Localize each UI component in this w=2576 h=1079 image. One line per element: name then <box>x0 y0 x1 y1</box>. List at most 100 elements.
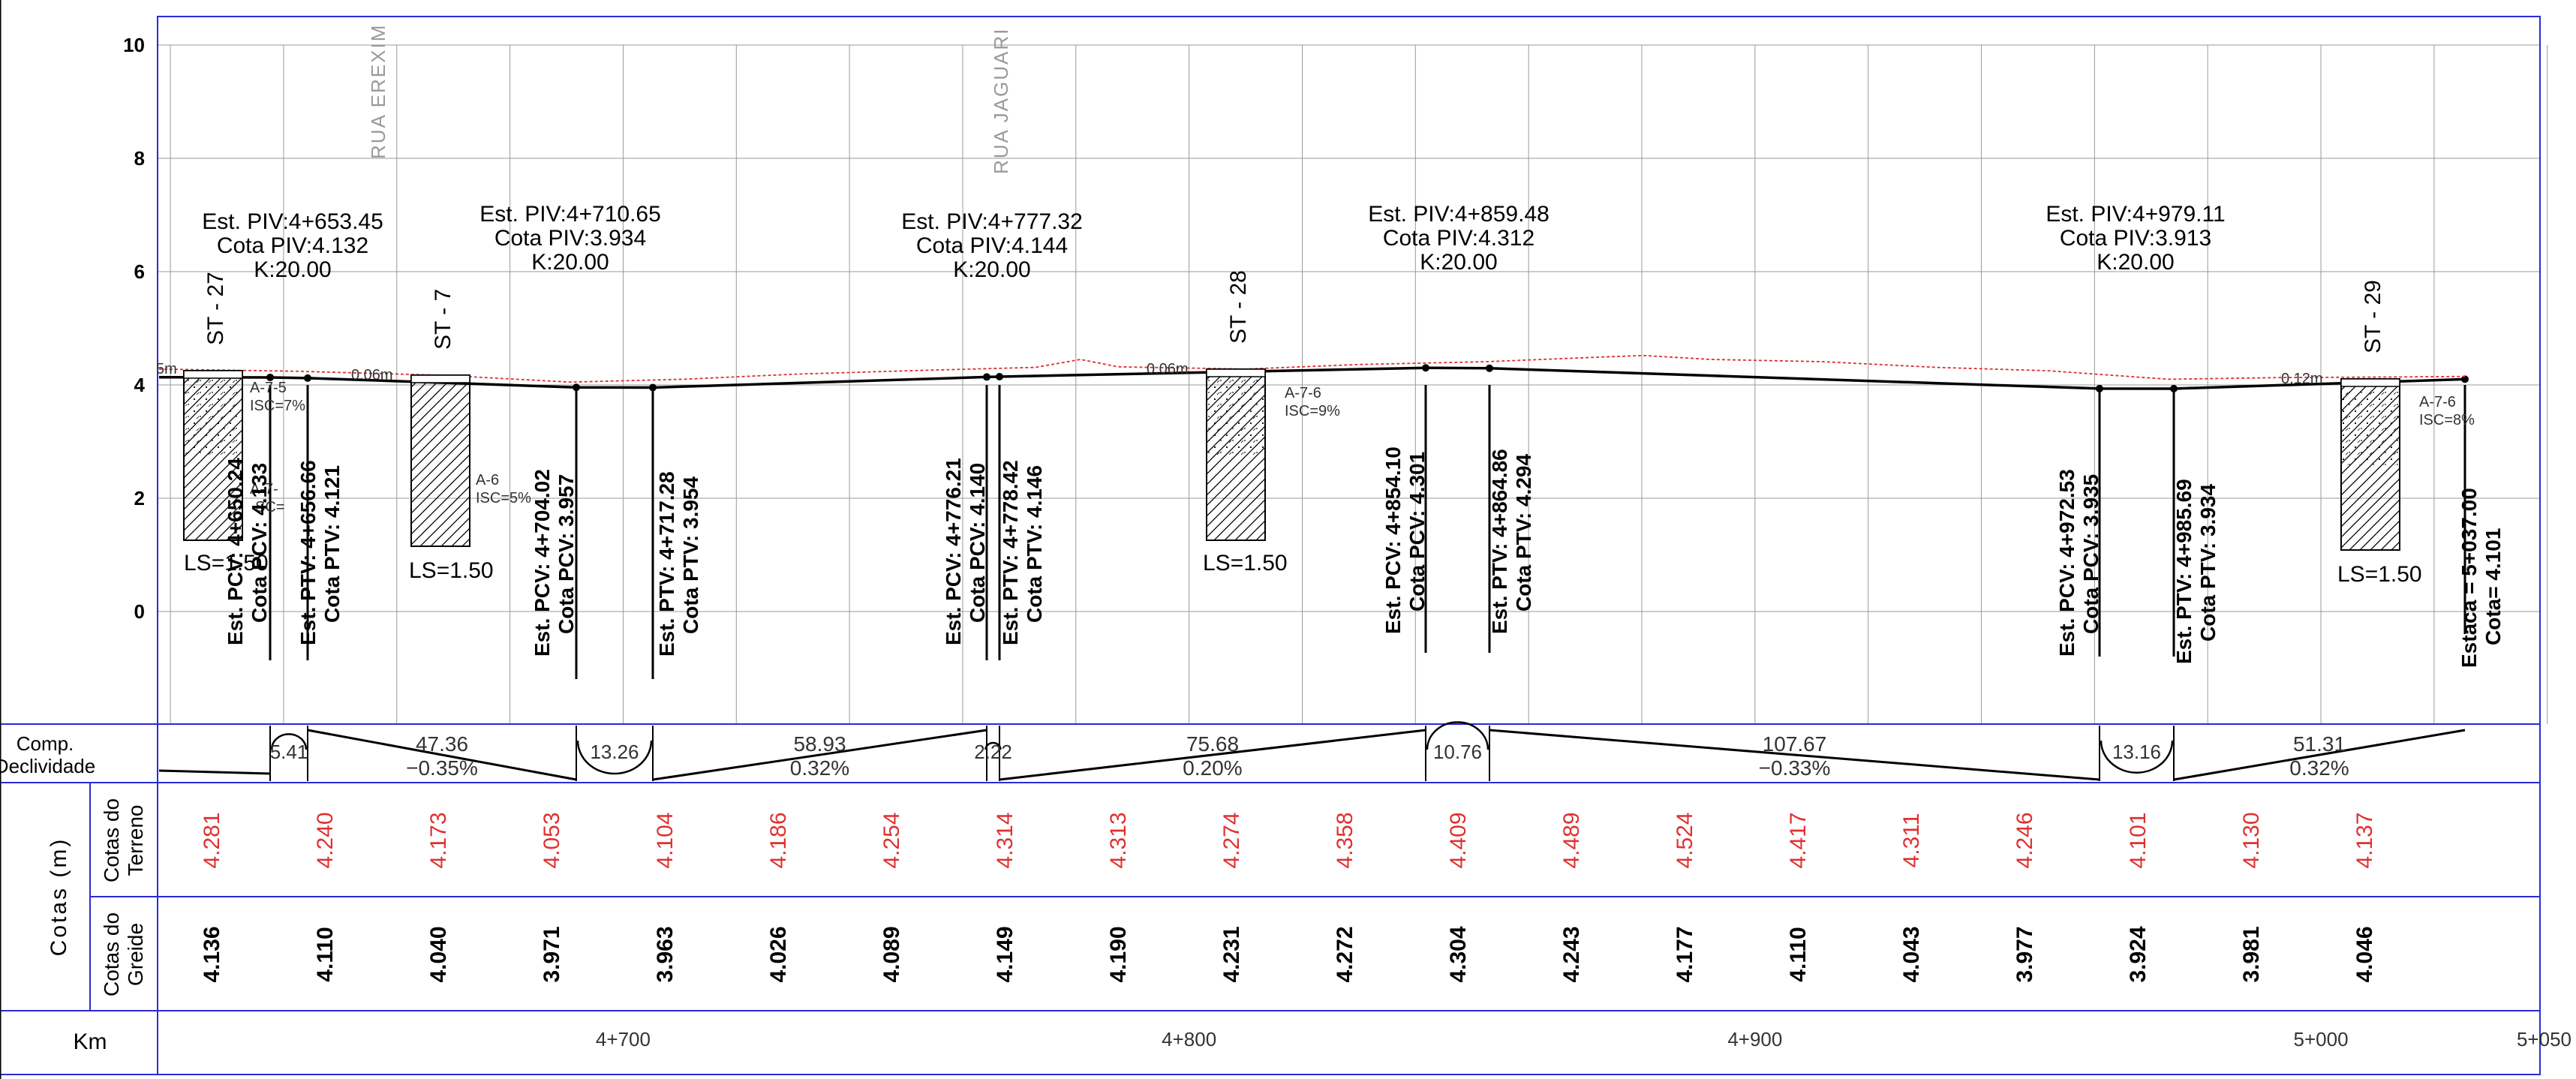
sounding-classification: A-7-6 <box>2419 394 2456 410</box>
elevation-tick-label: 4 <box>134 374 146 396</box>
tangent-slope-label: −0.35% <box>406 756 478 780</box>
sounding-depth-label: 0.12m <box>2281 371 2323 387</box>
sounding-fill-dots <box>1208 378 1264 455</box>
tangent-slope-line <box>158 769 271 775</box>
greide-elevation-value: 4.231 <box>1219 926 1244 982</box>
greide-elevation-value: 4.040 <box>426 926 451 982</box>
piv-elevation-label: Cota PIV:4.132 <box>217 233 368 258</box>
piv-k-label: K:20.00 <box>254 257 331 282</box>
curve-point-station-label: Est. PTV: 4+656.66 <box>296 460 320 645</box>
sounding-cap <box>183 370 243 379</box>
tangent-slope-line <box>999 729 1426 781</box>
sounding-cap <box>1206 368 1266 377</box>
profile-lines <box>158 354 2469 679</box>
greide-vertex-marker <box>2461 375 2469 383</box>
curve-point-station-label: Est. PTV: 4+778.42 <box>999 460 1022 645</box>
sounding-id-label: ST - 29 <box>2361 280 2385 353</box>
sounding-ls-label: LS=1.50 <box>2337 562 2422 587</box>
left-depth-label: 5m <box>156 361 177 377</box>
greide-elevation-value: 4.272 <box>1333 926 1357 982</box>
terrain-elevation-value: 4.246 <box>2012 812 2037 868</box>
terrain-elevation-value: 4.524 <box>1673 812 1697 868</box>
km-tick-label: 4+900 <box>1727 1028 1782 1050</box>
table-label-comp: Comp. <box>17 732 74 755</box>
curve-point-station-label: Est. PCV: 4+650.24 <box>224 458 247 645</box>
terrain-elevation-value: 4.489 <box>1559 812 1584 868</box>
terrain-elevation-value: 4.313 <box>1106 812 1131 868</box>
tangent-slope-label: 0.32% <box>790 756 849 780</box>
curve-point-elevation-label: Cota PCV: 4.301 <box>1405 452 1429 612</box>
table-label-greide-1: Cotas do <box>100 912 123 996</box>
piv-k-label: K:20.00 <box>1420 250 1497 275</box>
piv-station-label: Est. PIV:4+710.65 <box>479 202 661 227</box>
sounding-isc-overlap: SC= <box>255 499 284 515</box>
sounding-depth-label: 0.06m <box>351 367 393 383</box>
terrain-elevation-value: 4.173 <box>426 812 451 868</box>
sounding-id-label: ST - 27 <box>203 272 228 345</box>
km-tick-label: 5+000 <box>2294 1028 2349 1050</box>
curve-arc-sag <box>2100 740 2174 774</box>
terrain-elevation-value: 4.274 <box>1219 812 1244 868</box>
greide-elevation-value: 3.981 <box>2239 926 2264 982</box>
piv-station-label: Est. PIV:4+859.48 <box>1368 202 1550 227</box>
sounding-isc: ISC=8% <box>2419 412 2475 428</box>
sounding-ls-label: LS=1.50 <box>409 558 494 583</box>
elevation-axis: 10 8 6 4 2 0 <box>123 34 145 623</box>
sounding-depth-label: 0.06m <box>1147 361 1189 377</box>
greide-vertex-marker <box>1422 364 1429 372</box>
curve-point-elevation-label: Cota PTV: 4.146 <box>1023 465 1046 623</box>
tangent-slope-label: 0.20% <box>1183 756 1242 780</box>
sounding-cap <box>410 374 470 383</box>
table-label-terreno-1: Cotas do <box>100 798 123 882</box>
tangent-length-label: 58.93 <box>793 732 846 756</box>
sounding-ls-label: LS=1.50 <box>184 551 269 576</box>
curve-length-label: 13.26 <box>590 741 639 763</box>
terrain-line <box>158 354 2466 383</box>
terrain-elevation-value: 4.104 <box>653 812 678 868</box>
curve-point-elevation-label: Cota PTV: 4.294 <box>1512 453 1535 612</box>
curve-length-label: 13.16 <box>2112 741 2161 763</box>
piv-k-label: K:20.00 <box>531 250 609 275</box>
piv-elevation-label: Cota PIV:3.913 <box>2060 226 2211 251</box>
sounding-classification-overlap: A-7- <box>250 481 278 497</box>
curve-arc-crest <box>984 741 1002 750</box>
piv-elevation-label: Cota PIV:3.934 <box>494 226 646 251</box>
greide-elevation-value: 4.190 <box>1106 926 1131 982</box>
greide-vertex-marker <box>983 373 990 381</box>
elevation-tick-label: 8 <box>134 147 145 170</box>
soundings: ST - 27 LS=1.50 A-7-5 ISC=7% ST - 7 LS=1.50 A-… <box>156 270 2475 587</box>
km-tick-label: 5+050 <box>2517 1028 2571 1050</box>
curve-point-elevation-label: Cota PCV: 4.140 <box>966 463 989 623</box>
greide-elevation-value: 4.136 <box>200 926 224 982</box>
greide-elevation-value: 4.110 <box>1786 927 1811 981</box>
greide-vertex-marker <box>996 372 1003 380</box>
terrain-elevation-value: 4.358 <box>1333 812 1357 868</box>
curve-point-station-label: Est. PCV: 4+854.10 <box>1381 446 1405 634</box>
greide-elevation-value: 3.977 <box>2012 926 2037 982</box>
piv-elevation-label: Cota PIV:4.144 <box>916 233 1068 258</box>
piv-station-label: Est. PIV:4+777.32 <box>901 209 1083 234</box>
curve-point-elevation-label: Cota PCV: 4.133 <box>248 463 271 623</box>
greide-elevation-value: 4.110 <box>313 927 338 981</box>
tangent-slope-line <box>652 729 987 781</box>
curve-point-elevation-label: Cota PTV: 3.954 <box>679 476 702 634</box>
km-tick-label: 4+800 <box>1162 1028 1216 1050</box>
curve-arc-crest <box>1426 721 1489 750</box>
sounding-isc: ISC=5% <box>476 490 531 506</box>
vertical-curve-labels: Est. PCV: 4+650.24 Cota PCV: 4.133 Est. PT… <box>224 446 2505 668</box>
terrain-elevation-value: 4.254 <box>879 812 904 868</box>
table-label-greide-2: Greide <box>124 923 147 986</box>
curve-length-label: 5.41 <box>270 741 308 763</box>
street-label-erexim: RUA EREXIM <box>367 24 389 159</box>
greide-vertex-marker <box>266 373 274 381</box>
km-tick-label: 4+700 <box>596 1028 651 1050</box>
curve-point-station-label: Est. PCV: 4+704.02 <box>531 469 554 657</box>
sounding-isc: ISC=7% <box>250 398 305 414</box>
greide-vertex-marker <box>1486 364 1493 372</box>
curve-point-elevation-label: Cota= 4.101 <box>2481 528 2505 645</box>
grid <box>158 44 2548 724</box>
greide-elevation-value: 4.089 <box>879 926 904 982</box>
greide-elevation-value: 4.304 <box>1446 926 1471 982</box>
